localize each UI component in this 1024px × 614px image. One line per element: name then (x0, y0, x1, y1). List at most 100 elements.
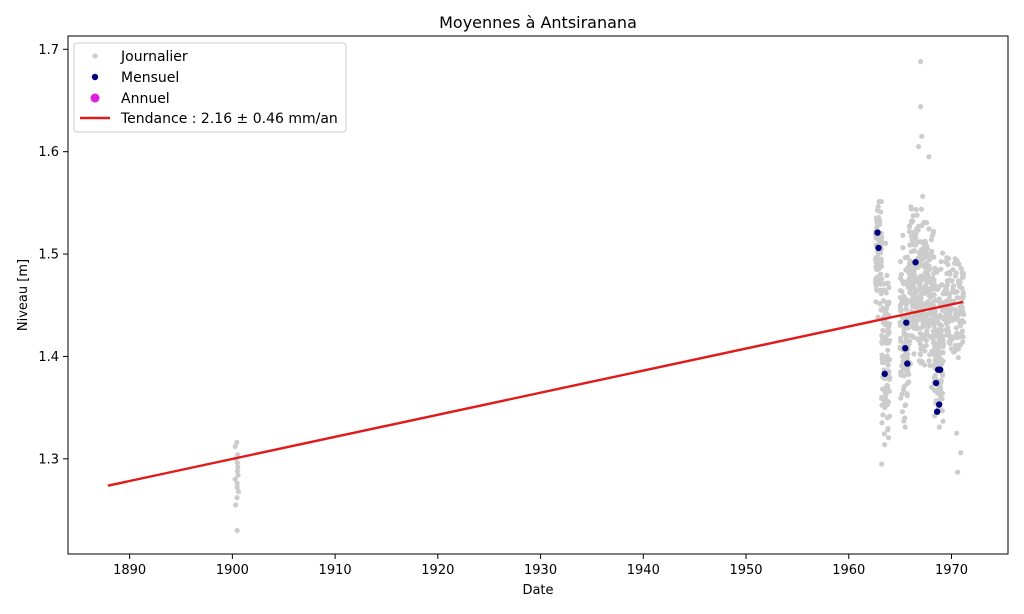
daily-point (918, 58, 924, 65)
daily-point (920, 193, 926, 199)
daily-point (897, 275, 904, 281)
daily-point (902, 402, 908, 409)
monthly-point (932, 379, 940, 387)
monthly-point (902, 345, 909, 352)
legend-swatch-mensuel (91, 73, 99, 81)
daily-point (234, 460, 241, 466)
legend-label: Mensuel (121, 70, 179, 86)
daily-point (921, 362, 928, 368)
daily-point (234, 495, 240, 501)
daily-point (873, 235, 879, 241)
daily-point (921, 264, 927, 270)
daily-point (884, 300, 890, 306)
daily-point (949, 336, 955, 342)
daily-point (897, 344, 903, 350)
daily-point (959, 318, 966, 324)
daily-point (955, 469, 961, 475)
daily-point (909, 219, 915, 226)
daily-point (926, 358, 932, 364)
daily-point (909, 274, 916, 281)
daily-point (942, 290, 949, 297)
daily-point (937, 350, 943, 356)
daily-point (925, 323, 932, 330)
daily-point (880, 412, 886, 418)
daily-point (938, 356, 944, 362)
daily-series (232, 58, 967, 534)
daily-point (909, 303, 915, 309)
daily-point (944, 314, 950, 320)
monthly-point (874, 229, 881, 236)
x-tick-label: 1930 (524, 563, 557, 578)
daily-point (902, 415, 908, 421)
daily-point (918, 104, 924, 110)
daily-point (958, 342, 964, 348)
daily-point (957, 280, 963, 286)
daily-point (931, 339, 937, 345)
y-axis: 1.3 1.4 1.5 1.6 1.7 (38, 43, 68, 467)
daily-point (899, 371, 905, 377)
daily-point (875, 203, 881, 210)
daily-point (958, 450, 964, 456)
daily-point (924, 270, 930, 276)
daily-point (958, 265, 964, 271)
legend-label: Tendance : 2.16 ± 0.46 mm/an (120, 111, 338, 127)
legend-label: Journalier (120, 49, 188, 65)
x-tick-label: 1920 (421, 563, 454, 578)
daily-point (944, 255, 950, 261)
daily-point (881, 334, 887, 340)
daily-point (883, 402, 889, 409)
daily-point (884, 272, 890, 279)
daily-point (939, 250, 946, 256)
daily-point (950, 266, 956, 273)
daily-point (948, 305, 954, 312)
daily-point (914, 305, 920, 311)
daily-point (927, 257, 933, 263)
daily-point (937, 312, 943, 318)
daily-point (934, 328, 941, 334)
daily-point (955, 354, 961, 361)
daily-point (878, 275, 884, 282)
daily-point (949, 278, 955, 284)
monthly-point (904, 360, 911, 367)
x-tick-label: 1970 (935, 563, 968, 578)
daily-point (956, 261, 962, 267)
daily-point (898, 395, 904, 401)
x-tick-label: 1940 (627, 563, 660, 578)
daily-point (933, 334, 940, 340)
daily-point (235, 452, 241, 458)
daily-point (901, 293, 907, 299)
daily-point (879, 420, 885, 426)
monthly-series (874, 229, 944, 415)
daily-point (903, 267, 909, 273)
daily-point (923, 249, 929, 255)
daily-point (954, 289, 960, 295)
daily-point (904, 315, 910, 321)
legend-label: Annuel (121, 91, 170, 107)
daily-point (936, 283, 942, 290)
daily-point (883, 393, 889, 399)
daily-point (234, 480, 240, 486)
daily-point (886, 284, 892, 291)
daily-point (919, 133, 925, 139)
daily-point (913, 234, 919, 240)
monthly-point (875, 244, 882, 252)
daily-point (929, 248, 935, 254)
daily-point (897, 335, 904, 341)
daily-point (931, 347, 937, 353)
daily-point (955, 346, 962, 352)
daily-point (934, 390, 941, 396)
daily-point (946, 319, 952, 325)
daily-point (234, 439, 240, 446)
daily-point (873, 266, 880, 273)
daily-point (909, 333, 915, 339)
daily-point (946, 291, 952, 297)
daily-point (909, 291, 915, 297)
daily-point (881, 281, 887, 287)
daily-point (883, 340, 890, 346)
daily-point (923, 311, 930, 318)
daily-point (960, 270, 966, 276)
y-axis-label: Niveau [m] (16, 259, 31, 331)
daily-point (923, 220, 930, 226)
daily-point (926, 253, 932, 259)
